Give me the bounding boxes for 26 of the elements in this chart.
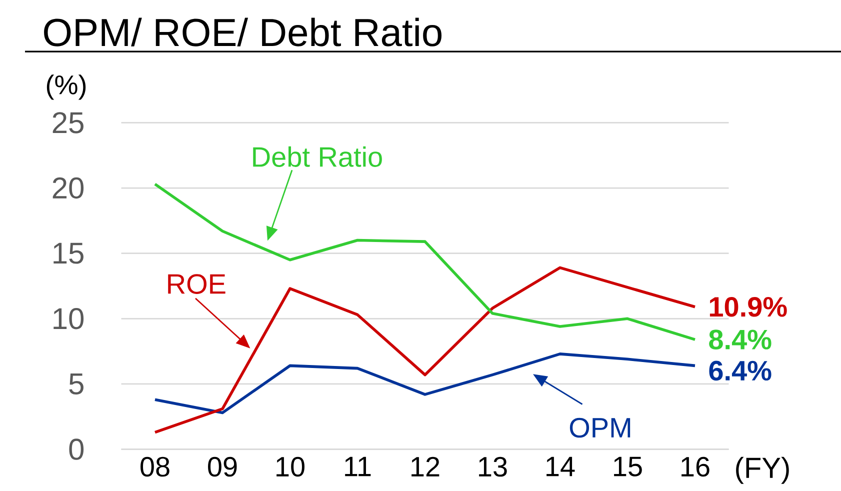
x-tick-label: 09	[208, 456, 237, 477]
x-tick-label: 13	[479, 456, 507, 477]
x-tick-label: 16	[682, 456, 710, 477]
data-label: 6.4%	[709, 360, 772, 381]
x-axis-title: (FY)	[736, 456, 789, 484]
y-tick-label: 20	[52, 177, 84, 199]
x-tick-label: 08	[140, 456, 170, 477]
x-tick-label: 14	[546, 456, 575, 476]
y-tick-label: 5	[69, 374, 84, 394]
x-tick-label: 11	[345, 456, 371, 476]
x-tick-label: 15	[614, 456, 642, 476]
x-tick-label: 10	[276, 456, 304, 477]
data-label: 10.9%	[710, 297, 787, 317]
line-series	[154, 352, 696, 414]
data-label: 8.4%	[709, 330, 772, 350]
line-series	[154, 182, 696, 341]
y-tick-label: 15	[54, 242, 84, 264]
chart-title: OPM/ ROE/ Debt Ratio	[44, 18, 442, 46]
y-tick-label: 25	[52, 112, 84, 134]
x-tick-label: 12	[412, 456, 440, 476]
y-tick-label: 0	[69, 438, 84, 460]
legend-label: OPM	[570, 418, 630, 438]
text: Debt Ratio	[253, 146, 382, 167]
series-label: ROE	[168, 274, 226, 294]
y-tick-label: 10	[54, 308, 84, 330]
y-axis-title: (%)	[46, 74, 86, 100]
